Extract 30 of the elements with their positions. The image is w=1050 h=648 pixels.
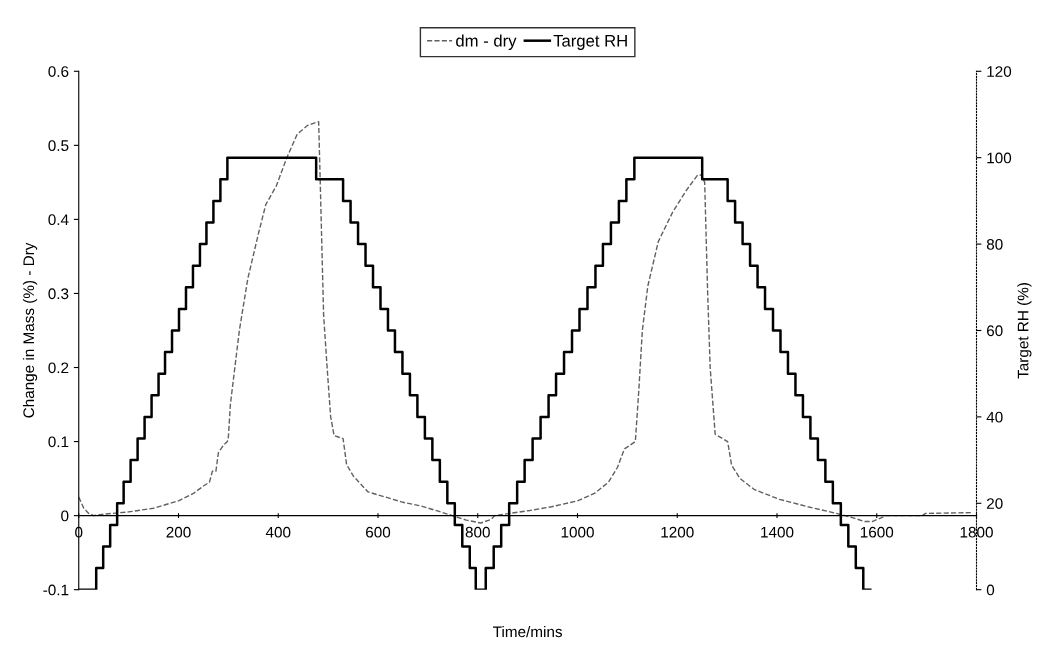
y-tick-label: 0.6 bbox=[48, 66, 69, 77]
x-tick-label: 400 bbox=[265, 526, 291, 538]
x-tick-label: 800 bbox=[465, 526, 490, 538]
y2-tick-label: 120 bbox=[987, 66, 1012, 77]
x-tick-label: 600 bbox=[366, 526, 391, 538]
legend-label: Target RH bbox=[553, 35, 627, 50]
y2-tick-label: 100 bbox=[987, 152, 1012, 164]
y-tick-label: -0.1 bbox=[43, 584, 69, 596]
x-tick-label: 200 bbox=[166, 526, 191, 538]
x-tick-label: 1800 bbox=[960, 526, 993, 538]
y2-tick-label: 20 bbox=[986, 498, 1003, 509]
y-axis-title: Change in Mass (%) - Dry bbox=[22, 242, 38, 418]
y-tick-label: 0 bbox=[61, 510, 69, 522]
y2-tick-label: 0 bbox=[986, 584, 995, 596]
line-series bbox=[78, 120, 972, 524]
y-tick-label: 0.1 bbox=[48, 436, 69, 448]
y2-tick-label: 80 bbox=[986, 238, 1003, 250]
x-tick-label: 1000 bbox=[561, 526, 594, 538]
x-tick-label: 1600 bbox=[860, 526, 894, 538]
x-tick-label: 1200 bbox=[661, 526, 694, 538]
y2-tick-label: 60 bbox=[987, 325, 1003, 337]
x-tick-label: 1400 bbox=[761, 526, 794, 538]
y-tick-label: 0.4 bbox=[48, 214, 69, 226]
x-axis-title: Time/mins bbox=[493, 625, 563, 638]
y-tick-label: 0.2 bbox=[48, 362, 69, 374]
legend-label: dm - dry bbox=[456, 34, 517, 50]
y2-tick-label: 40 bbox=[986, 411, 1003, 423]
y2-axis-title: Target RH (%) bbox=[1017, 283, 1032, 379]
y-tick-label: 0.5 bbox=[48, 140, 69, 152]
y-tick-label: 0.3 bbox=[48, 288, 69, 300]
